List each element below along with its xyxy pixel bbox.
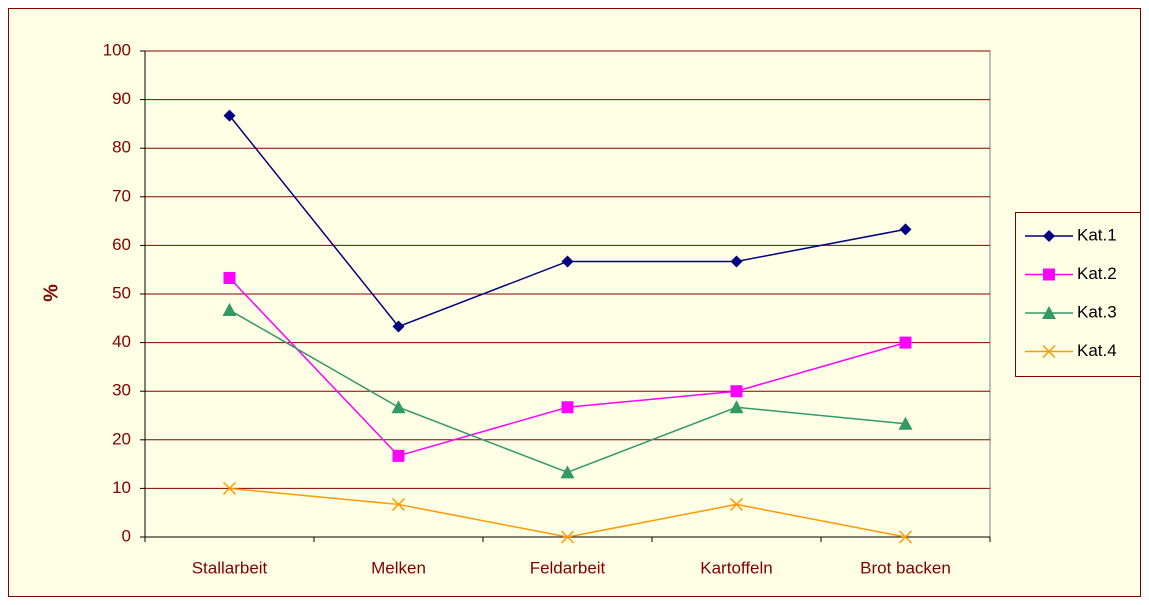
marker bbox=[392, 320, 405, 333]
marker bbox=[391, 497, 406, 511]
y-tick-label: 60 bbox=[112, 235, 131, 254]
y-tick-label: 20 bbox=[112, 429, 131, 448]
y-tick-label: 90 bbox=[112, 89, 131, 108]
marker bbox=[730, 255, 743, 268]
marker bbox=[898, 416, 913, 430]
marker bbox=[1043, 230, 1055, 242]
marker bbox=[560, 465, 575, 479]
y-tick-label: 0 bbox=[122, 526, 131, 545]
legend-label: Kat.2 bbox=[1077, 264, 1117, 283]
marker bbox=[391, 400, 406, 414]
marker bbox=[561, 401, 574, 414]
marker bbox=[899, 336, 912, 349]
marker bbox=[392, 449, 405, 462]
marker bbox=[1043, 268, 1055, 281]
marker bbox=[729, 497, 744, 511]
marker bbox=[222, 481, 237, 495]
marker bbox=[561, 255, 574, 268]
x-tick-label: Brot backen bbox=[860, 558, 951, 577]
y-tick-label: 10 bbox=[112, 478, 131, 497]
x-tick-label: Stallarbeit bbox=[192, 558, 268, 577]
y-tick-label: 70 bbox=[112, 186, 131, 205]
x-tick-label: Kartoffeln bbox=[700, 558, 772, 577]
marker bbox=[898, 530, 913, 544]
y-tick-label: 50 bbox=[112, 283, 131, 302]
marker bbox=[560, 530, 575, 544]
marker bbox=[222, 303, 237, 317]
marker bbox=[1042, 344, 1056, 359]
marker bbox=[899, 223, 912, 236]
marker bbox=[223, 109, 236, 122]
y-tick-label: 80 bbox=[112, 138, 131, 157]
x-tick-label: Melken bbox=[371, 558, 426, 577]
marker bbox=[1042, 306, 1056, 319]
y-axis-label: % bbox=[40, 284, 62, 302]
chart-frame bbox=[8, 8, 1141, 597]
legend-label: Kat.1 bbox=[1077, 225, 1117, 244]
legend bbox=[1015, 212, 1141, 377]
legend-label: Kat.4 bbox=[1077, 341, 1117, 360]
marker bbox=[223, 271, 236, 284]
y-tick-label: 100 bbox=[103, 40, 131, 59]
marker bbox=[730, 385, 743, 398]
marker bbox=[729, 400, 744, 414]
legend-label: Kat.3 bbox=[1077, 302, 1117, 321]
x-tick-label: Feldarbeit bbox=[530, 558, 606, 577]
y-tick-label: 40 bbox=[112, 332, 131, 351]
y-tick-label: 30 bbox=[112, 381, 131, 400]
